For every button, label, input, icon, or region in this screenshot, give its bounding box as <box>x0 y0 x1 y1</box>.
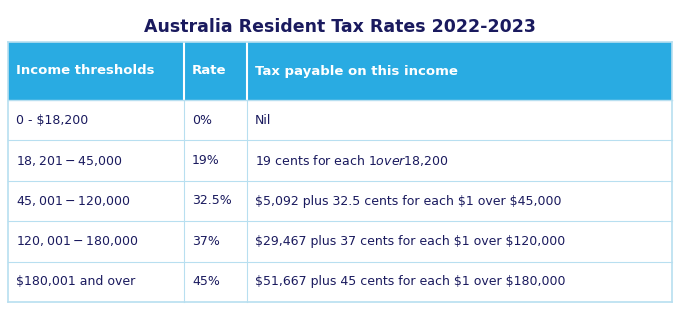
Text: Nil: Nil <box>255 114 271 127</box>
Text: Rate: Rate <box>192 64 226 78</box>
Text: 19 cents for each $1 over $18,200: 19 cents for each $1 over $18,200 <box>255 153 449 168</box>
Text: Income thresholds: Income thresholds <box>16 64 154 78</box>
Text: $51,667 plus 45 cents for each $1 over $180,000: $51,667 plus 45 cents for each $1 over $… <box>255 275 566 288</box>
Text: $18,201 - $45,000: $18,201 - $45,000 <box>16 153 122 168</box>
Text: 0 - $18,200: 0 - $18,200 <box>16 114 88 127</box>
Text: $5,092 plus 32.5 cents for each $1 over $45,000: $5,092 plus 32.5 cents for each $1 over … <box>255 194 562 207</box>
Text: 37%: 37% <box>192 235 220 248</box>
Bar <box>184 42 247 100</box>
Text: $120,001 - $180,000: $120,001 - $180,000 <box>16 234 138 248</box>
Bar <box>8 100 672 140</box>
Text: 32.5%: 32.5% <box>192 194 232 207</box>
Text: Australia Resident Tax Rates 2022-2023: Australia Resident Tax Rates 2022-2023 <box>144 18 536 36</box>
Text: 19%: 19% <box>192 154 220 167</box>
Bar <box>8 262 672 302</box>
Text: 45%: 45% <box>192 275 220 288</box>
Text: 0%: 0% <box>192 114 212 127</box>
Bar <box>247 42 672 100</box>
Bar <box>8 140 672 181</box>
Bar <box>8 221 672 262</box>
Text: $180,001 and over: $180,001 and over <box>16 275 135 288</box>
Text: Tax payable on this income: Tax payable on this income <box>255 64 458 78</box>
Bar <box>8 181 672 221</box>
Text: $29,467 plus 37 cents for each $1 over $120,000: $29,467 plus 37 cents for each $1 over $… <box>255 235 565 248</box>
Text: $45,001 - $120,000: $45,001 - $120,000 <box>16 194 131 208</box>
Bar <box>8 42 184 100</box>
